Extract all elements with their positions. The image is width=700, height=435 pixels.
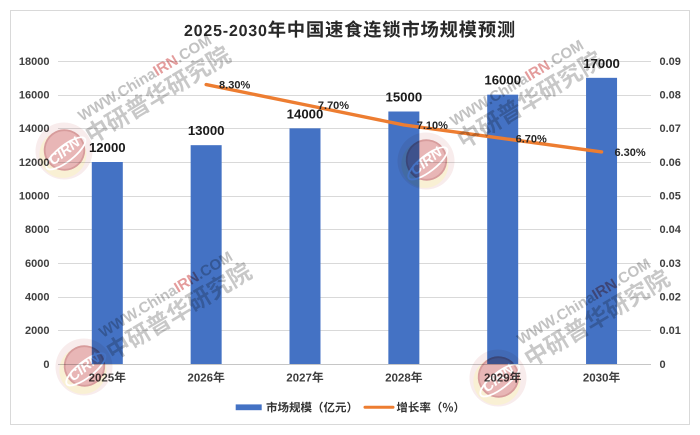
- svg-text:18000: 18000: [19, 56, 50, 68]
- svg-text:0.08: 0.08: [660, 90, 681, 102]
- svg-text:0.09: 0.09: [660, 56, 681, 68]
- svg-text:6.30%: 6.30%: [614, 147, 645, 159]
- svg-text:0.03: 0.03: [660, 258, 681, 270]
- svg-text:6000: 6000: [25, 258, 49, 270]
- svg-text:0.02: 0.02: [660, 292, 681, 304]
- svg-text:16000: 16000: [484, 73, 521, 88]
- svg-text:0: 0: [660, 359, 666, 371]
- svg-text:14000: 14000: [19, 123, 50, 135]
- svg-text:0.04: 0.04: [660, 224, 682, 236]
- svg-text:2000: 2000: [25, 325, 49, 337]
- svg-text:4000: 4000: [25, 292, 49, 304]
- svg-text:8000: 8000: [25, 224, 49, 236]
- svg-text:7.70%: 7.70%: [318, 100, 349, 112]
- svg-text:12000: 12000: [89, 140, 126, 155]
- svg-text:15000: 15000: [386, 90, 423, 105]
- svg-text:13000: 13000: [188, 123, 225, 138]
- svg-text:10000: 10000: [19, 191, 50, 203]
- svg-text:0.07: 0.07: [660, 123, 681, 135]
- svg-text:6.70%: 6.70%: [516, 133, 547, 145]
- svg-text:14000: 14000: [287, 106, 324, 121]
- svg-text:0.05: 0.05: [660, 191, 681, 203]
- svg-text:16000: 16000: [19, 90, 50, 102]
- svg-text:0.06: 0.06: [660, 157, 681, 169]
- svg-text:0: 0: [43, 359, 49, 371]
- svg-text:0.01: 0.01: [660, 325, 681, 337]
- svg-text:7.10%: 7.10%: [417, 120, 448, 132]
- svg-text:8.30%: 8.30%: [219, 80, 250, 92]
